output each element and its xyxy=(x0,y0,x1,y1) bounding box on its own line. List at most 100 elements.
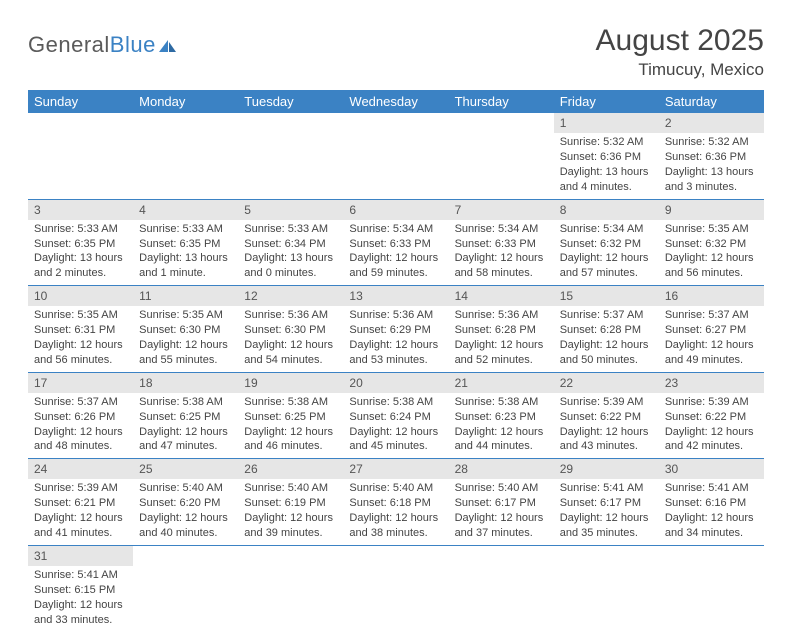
day-number: 25 xyxy=(133,459,238,479)
day-body: Sunrise: 5:41 AMSunset: 6:16 PMDaylight:… xyxy=(659,479,764,544)
day-body: Sunrise: 5:36 AMSunset: 6:30 PMDaylight:… xyxy=(238,306,343,371)
day1-text: Daylight: 12 hours xyxy=(560,338,653,353)
day1-text: Daylight: 13 hours xyxy=(34,251,127,266)
sunset-text: Sunset: 6:30 PM xyxy=(244,323,337,338)
day-cell: 3Sunrise: 5:33 AMSunset: 6:35 PMDaylight… xyxy=(28,199,133,286)
day2-text: and 0 minutes. xyxy=(244,266,337,281)
day-cell: 25Sunrise: 5:40 AMSunset: 6:20 PMDayligh… xyxy=(133,459,238,546)
day-number: 31 xyxy=(28,546,133,566)
sunset-text: Sunset: 6:17 PM xyxy=(455,496,548,511)
day1-text: Daylight: 12 hours xyxy=(560,251,653,266)
sunset-text: Sunset: 6:32 PM xyxy=(665,237,758,252)
day-body: Sunrise: 5:34 AMSunset: 6:33 PMDaylight:… xyxy=(343,220,448,285)
sunset-text: Sunset: 6:25 PM xyxy=(244,410,337,425)
day-number: 6 xyxy=(343,200,448,220)
dayname: Wednesday xyxy=(343,90,448,113)
day1-text: Daylight: 12 hours xyxy=(455,511,548,526)
day-cell xyxy=(238,113,343,199)
day-body: Sunrise: 5:37 AMSunset: 6:27 PMDaylight:… xyxy=(659,306,764,371)
day-body: Sunrise: 5:40 AMSunset: 6:18 PMDaylight:… xyxy=(343,479,448,544)
day-cell: 30Sunrise: 5:41 AMSunset: 6:16 PMDayligh… xyxy=(659,459,764,546)
day2-text: and 42 minutes. xyxy=(665,439,758,454)
week-row: 1Sunrise: 5:32 AMSunset: 6:36 PMDaylight… xyxy=(28,113,764,199)
sunrise-text: Sunrise: 5:39 AM xyxy=(560,395,653,410)
calendar-table: Sunday Monday Tuesday Wednesday Thursday… xyxy=(28,90,764,631)
sunset-text: Sunset: 6:35 PM xyxy=(34,237,127,252)
day1-text: Daylight: 12 hours xyxy=(455,425,548,440)
day-cell: 5Sunrise: 5:33 AMSunset: 6:34 PMDaylight… xyxy=(238,199,343,286)
sunrise-text: Sunrise: 5:35 AM xyxy=(139,308,232,323)
day-body: Sunrise: 5:38 AMSunset: 6:24 PMDaylight:… xyxy=(343,393,448,458)
sunset-text: Sunset: 6:17 PM xyxy=(560,496,653,511)
day2-text: and 47 minutes. xyxy=(139,439,232,454)
sunrise-text: Sunrise: 5:34 AM xyxy=(455,222,548,237)
day-cell: 6Sunrise: 5:34 AMSunset: 6:33 PMDaylight… xyxy=(343,199,448,286)
day2-text: and 55 minutes. xyxy=(139,353,232,368)
day-number: 27 xyxy=(343,459,448,479)
day-number: 28 xyxy=(449,459,554,479)
brand-part2: Blue xyxy=(110,32,156,58)
sunset-text: Sunset: 6:24 PM xyxy=(349,410,442,425)
day-number: 13 xyxy=(343,286,448,306)
day-cell: 23Sunrise: 5:39 AMSunset: 6:22 PMDayligh… xyxy=(659,372,764,459)
day-number: 14 xyxy=(449,286,554,306)
day2-text: and 37 minutes. xyxy=(455,526,548,541)
day-body: Sunrise: 5:33 AMSunset: 6:34 PMDaylight:… xyxy=(238,220,343,285)
sunset-text: Sunset: 6:32 PM xyxy=(560,237,653,252)
day-cell: 28Sunrise: 5:40 AMSunset: 6:17 PMDayligh… xyxy=(449,459,554,546)
day-cell: 19Sunrise: 5:38 AMSunset: 6:25 PMDayligh… xyxy=(238,372,343,459)
day2-text: and 56 minutes. xyxy=(665,266,758,281)
day2-text: and 54 minutes. xyxy=(244,353,337,368)
sunset-text: Sunset: 6:20 PM xyxy=(139,496,232,511)
day1-text: Daylight: 13 hours xyxy=(665,165,758,180)
day-number: 23 xyxy=(659,373,764,393)
day-body: Sunrise: 5:37 AMSunset: 6:28 PMDaylight:… xyxy=(554,306,659,371)
sunset-text: Sunset: 6:15 PM xyxy=(34,583,127,598)
day-cell: 17Sunrise: 5:37 AMSunset: 6:26 PMDayligh… xyxy=(28,372,133,459)
day-number: 4 xyxy=(133,200,238,220)
day-number: 18 xyxy=(133,373,238,393)
day1-text: Daylight: 12 hours xyxy=(34,598,127,613)
sunset-text: Sunset: 6:18 PM xyxy=(349,496,442,511)
day1-text: Daylight: 12 hours xyxy=(665,338,758,353)
title-block: August 2025 Timucuy, Mexico xyxy=(596,24,764,80)
day2-text: and 1 minute. xyxy=(139,266,232,281)
sunset-text: Sunset: 6:26 PM xyxy=(34,410,127,425)
day1-text: Daylight: 12 hours xyxy=(34,338,127,353)
day2-text: and 41 minutes. xyxy=(34,526,127,541)
day-number: 12 xyxy=(238,286,343,306)
day1-text: Daylight: 12 hours xyxy=(349,511,442,526)
sunset-text: Sunset: 6:29 PM xyxy=(349,323,442,338)
sunrise-text: Sunrise: 5:41 AM xyxy=(34,568,127,583)
sunrise-text: Sunrise: 5:36 AM xyxy=(349,308,442,323)
day-cell: 22Sunrise: 5:39 AMSunset: 6:22 PMDayligh… xyxy=(554,372,659,459)
sunrise-text: Sunrise: 5:38 AM xyxy=(139,395,232,410)
sunset-text: Sunset: 6:25 PM xyxy=(139,410,232,425)
day2-text: and 50 minutes. xyxy=(560,353,653,368)
day1-text: Daylight: 12 hours xyxy=(34,425,127,440)
sunrise-text: Sunrise: 5:39 AM xyxy=(665,395,758,410)
day1-text: Daylight: 12 hours xyxy=(244,338,337,353)
day-cell: 16Sunrise: 5:37 AMSunset: 6:27 PMDayligh… xyxy=(659,286,764,373)
sunset-text: Sunset: 6:31 PM xyxy=(34,323,127,338)
sunrise-text: Sunrise: 5:37 AM xyxy=(34,395,127,410)
day-body: Sunrise: 5:35 AMSunset: 6:30 PMDaylight:… xyxy=(133,306,238,371)
day1-text: Daylight: 12 hours xyxy=(560,425,653,440)
day1-text: Daylight: 12 hours xyxy=(349,338,442,353)
week-row: 3Sunrise: 5:33 AMSunset: 6:35 PMDaylight… xyxy=(28,199,764,286)
sunrise-text: Sunrise: 5:33 AM xyxy=(34,222,127,237)
day-body: Sunrise: 5:41 AMSunset: 6:15 PMDaylight:… xyxy=(28,566,133,631)
day2-text: and 3 minutes. xyxy=(665,180,758,195)
sunrise-text: Sunrise: 5:41 AM xyxy=(665,481,758,496)
day-body: Sunrise: 5:36 AMSunset: 6:29 PMDaylight:… xyxy=(343,306,448,371)
day-body: Sunrise: 5:32 AMSunset: 6:36 PMDaylight:… xyxy=(554,133,659,198)
day-cell: 7Sunrise: 5:34 AMSunset: 6:33 PMDaylight… xyxy=(449,199,554,286)
sunset-text: Sunset: 6:28 PM xyxy=(560,323,653,338)
sunset-text: Sunset: 6:34 PM xyxy=(244,237,337,252)
day2-text: and 38 minutes. xyxy=(349,526,442,541)
day1-text: Daylight: 12 hours xyxy=(244,511,337,526)
sunrise-text: Sunrise: 5:35 AM xyxy=(665,222,758,237)
day-cell xyxy=(343,545,448,631)
brand-logo: General Blue xyxy=(28,24,178,58)
day1-text: Daylight: 13 hours xyxy=(560,165,653,180)
